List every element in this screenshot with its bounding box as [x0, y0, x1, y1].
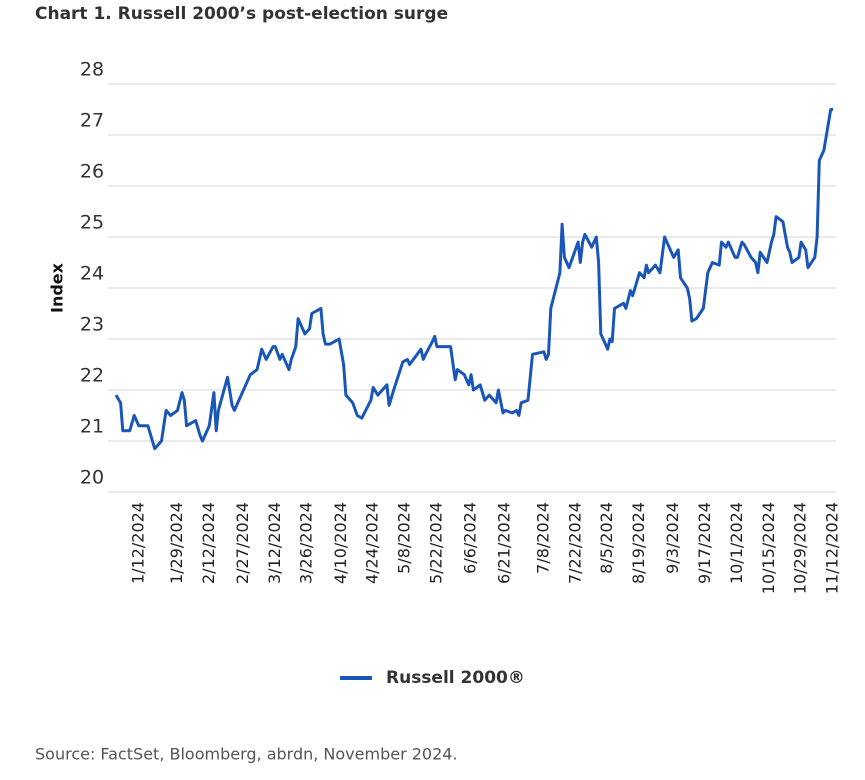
x-tick-label: 4/10/2024 [331, 502, 350, 584]
x-tick-label: 7/22/2024 [565, 502, 584, 584]
x-tick-label: 10/15/2024 [759, 502, 778, 594]
x-tick-label: 4/24/2024 [363, 502, 382, 584]
x-tick-label: 9/3/2024 [663, 502, 682, 574]
x-tick-label: 9/17/2024 [695, 502, 714, 584]
y-tick-label: 28 [80, 59, 104, 81]
y-tick-label: 23 [80, 314, 104, 336]
y-tick-label: 21 [80, 416, 104, 438]
x-tick-label: 10/29/2024 [791, 502, 810, 594]
y-tick-label: 25 [80, 212, 104, 234]
y-axis-label: Index [48, 262, 67, 313]
y-tick-label: 20 [80, 467, 104, 489]
x-tick-label: 5/22/2024 [426, 502, 445, 584]
x-tick-label: 7/8/2024 [533, 502, 552, 574]
chart-title: Chart 1. Russell 2000’s post-election su… [35, 4, 448, 24]
x-tick-label: 2/27/2024 [233, 502, 252, 584]
x-tick-label: 11/12/2024 [823, 502, 842, 594]
legend-label: Russell 2000® [386, 668, 525, 688]
x-tick-label: 3/26/2024 [297, 502, 316, 584]
source-note: Source: FactSet, Bloomberg, abrdn, Novem… [35, 745, 458, 764]
x-tick-label: 6/6/2024 [461, 502, 480, 574]
x-tick-label: 1/29/2024 [167, 502, 186, 584]
y-tick-label: 27 [80, 110, 104, 132]
x-tick-label: 2/12/2024 [199, 502, 218, 584]
y-tick-label: 24 [80, 263, 104, 285]
y-tick-label: 26 [80, 161, 104, 183]
x-tick-label: 6/21/2024 [495, 502, 514, 584]
x-tick-label: 3/12/2024 [265, 502, 284, 584]
x-tick-label: 5/8/2024 [395, 502, 414, 574]
y-tick-label: 22 [80, 365, 104, 387]
x-tick-label: 8/19/2024 [629, 502, 648, 584]
x-tick-label: 10/1/2024 [727, 502, 746, 584]
x-tick-label: 1/12/2024 [128, 502, 147, 584]
x-tick-label: 8/5/2024 [597, 502, 616, 574]
data-line [114, 108, 833, 451]
